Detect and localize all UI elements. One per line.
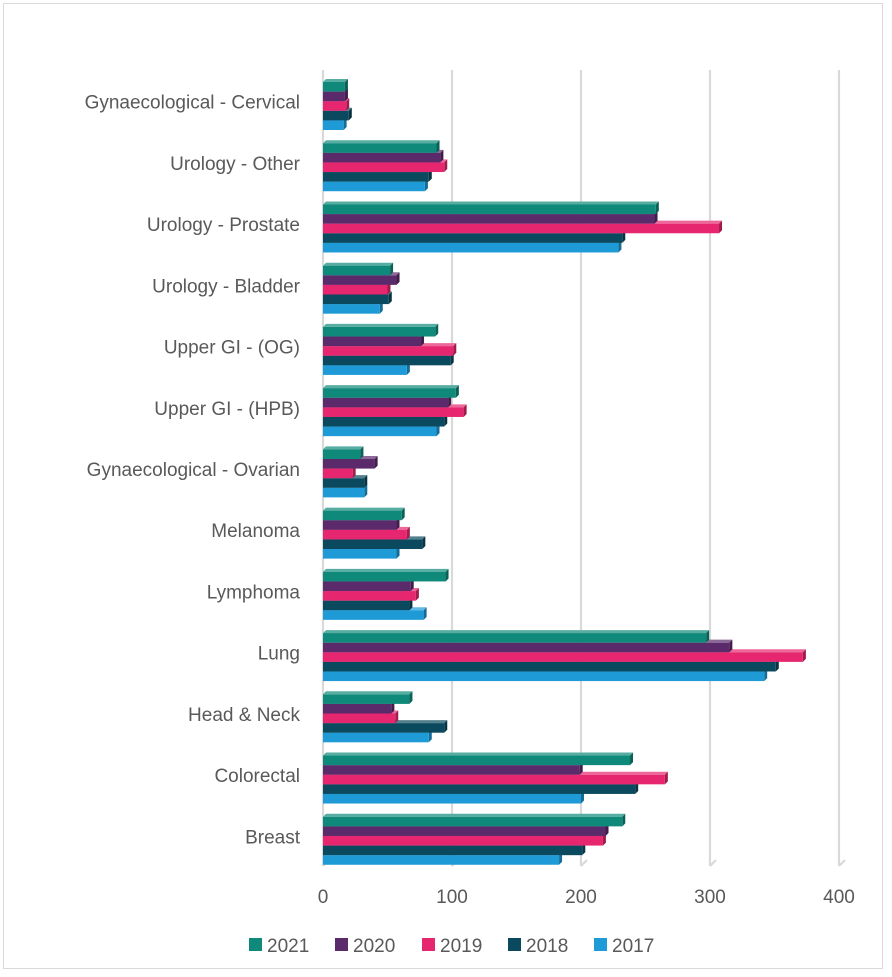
chart-frame: Gynaecological - Cervical Urology - Other… <box>3 3 883 969</box>
bar-2021 <box>323 446 364 459</box>
bar-2021 <box>323 813 626 827</box>
legend-label: 2020 <box>353 936 395 957</box>
legend-swatch <box>422 938 435 951</box>
x-tick-label: 300 <box>694 887 726 908</box>
legend-swatch <box>335 938 348 951</box>
bar-2021 <box>323 201 659 215</box>
x-tick-label: 100 <box>436 887 468 908</box>
category-label: Gynaecological - Ovarian <box>87 460 300 481</box>
bar-2021 <box>323 507 405 521</box>
x-tick-label: 400 <box>823 887 855 908</box>
bars <box>323 79 806 865</box>
category-labels: Gynaecological - Cervical Urology - Other… <box>85 93 301 849</box>
category-label: Breast <box>245 827 301 848</box>
gridline-floor <box>709 859 717 867</box>
legend: 2021 2020 2019 2018 2017 <box>249 936 654 957</box>
category-label: Gynaecological - Cervical <box>85 93 300 114</box>
legend-swatch <box>594 938 607 951</box>
category-label: Colorectal <box>214 766 300 787</box>
legend-swatch <box>249 938 262 951</box>
legend-item-2020: 2020 <box>335 936 395 957</box>
bar-chart: Gynaecological - Cervical Urology - Other… <box>85 70 855 957</box>
category-label: Head & Neck <box>188 705 300 726</box>
category-label: Melanoma <box>211 521 300 542</box>
legend-label: 2018 <box>526 936 568 957</box>
category-label: Urology - Other <box>170 154 301 175</box>
bar-2021 <box>323 323 439 337</box>
gridline-floor <box>580 859 588 867</box>
x-tick-label: 0 <box>318 887 329 908</box>
category-label: Urology - Prostate <box>147 215 300 236</box>
category-label: Lung <box>258 644 300 665</box>
legend-item-2018: 2018 <box>508 936 568 957</box>
bar-2021 <box>323 752 634 766</box>
bar-2021 <box>323 568 449 582</box>
category-label: Upper GI - (HPB) <box>154 399 300 420</box>
category-label: Lymphoma <box>207 582 301 603</box>
bar-2021 <box>323 262 394 276</box>
bar-2021 <box>323 79 348 92</box>
x-tick-label: 200 <box>565 887 597 908</box>
bar-2021 <box>323 385 459 398</box>
legend-label: 2017 <box>612 936 654 957</box>
gridline-floor <box>838 859 846 867</box>
legend-swatch <box>508 938 521 951</box>
legend-item-2021: 2021 <box>249 936 309 957</box>
bar-2021 <box>323 630 710 643</box>
x-axis-tick-labels: 0 100 200 300 400 <box>318 887 855 908</box>
legend-label: 2021 <box>267 936 309 957</box>
legend-item-2017: 2017 <box>594 936 654 957</box>
category-label: Upper GI - (OG) <box>164 338 300 359</box>
category-label: Urology - Bladder <box>152 276 301 297</box>
legend-label: 2019 <box>440 936 482 957</box>
bar-2021 <box>323 691 413 704</box>
bar-2021 <box>323 140 440 153</box>
legend-item-2019: 2019 <box>422 936 482 957</box>
